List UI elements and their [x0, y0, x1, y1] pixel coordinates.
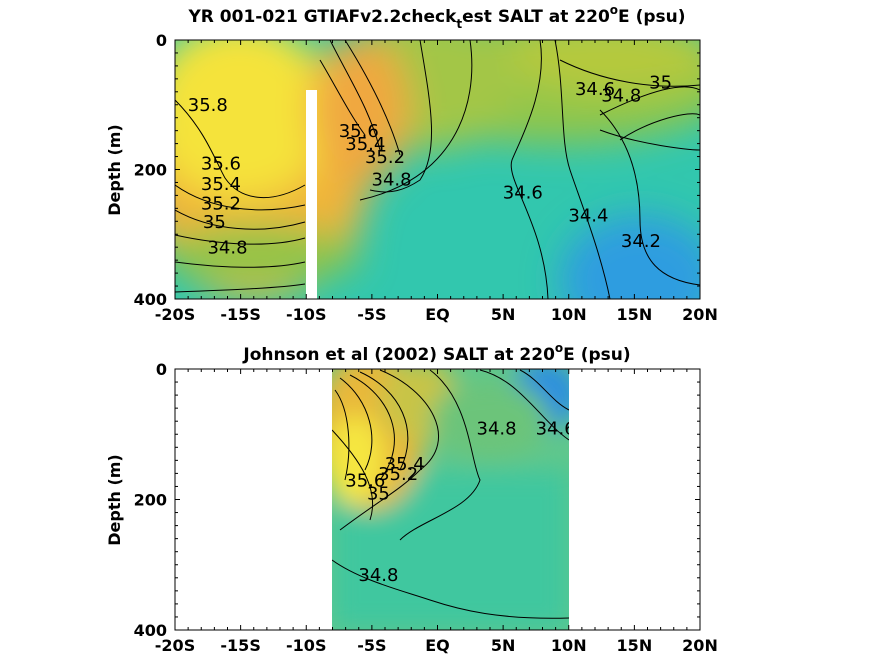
y-tick-label: 200 — [134, 161, 167, 180]
y-tick-label: 200 — [134, 491, 167, 510]
x-tick-label: -10S — [286, 305, 326, 324]
contour-label: 34.8 — [477, 418, 517, 439]
contour-label: 35 — [649, 73, 672, 94]
contour-label: 35.8 — [188, 95, 228, 116]
x-tick-label: 10N — [551, 305, 587, 324]
contour-label: 35.2 — [201, 194, 241, 215]
panel-bottom-contour-labels: 35.635.435.235 34.8 34.6 34.8 — [345, 418, 576, 586]
x-tick-label: 10N — [551, 636, 587, 655]
panel-bottom-ylabel: Depth (m) — [105, 454, 124, 546]
panel-top-ticks: -20S -15S -10S -5S EQ 5N 10N 15N 20N 0 200 400 — [134, 31, 718, 324]
panel-bottom-field: 35.635.435.235 34.8 34.6 34.8 — [332, 369, 576, 630]
contour-label: 34.8 — [358, 565, 398, 586]
contour-label: 34.6 — [503, 183, 543, 204]
contour-label: 35.6 — [339, 121, 379, 142]
x-tick-label: 5N — [491, 636, 516, 655]
contour-label: 34.2 — [621, 231, 661, 252]
y-tick-label: 0 — [156, 360, 167, 379]
contour-label: 35 — [367, 484, 390, 505]
contour-label: 35.4 — [201, 174, 241, 195]
panel-bottom: Johnson et al (2002) SALT at 220oE (psu) — [105, 341, 718, 655]
panel-bottom-ticks: -20S -15S -10S -5S EQ 5N 10N 15N 20N 0 200 400 — [134, 360, 718, 655]
contour-label: 34.8 — [372, 170, 412, 191]
contour-label: 35.6 — [201, 154, 241, 175]
contour-label: 34.6 — [575, 79, 615, 100]
x-tick-label: -5S — [357, 636, 386, 655]
contour-label: 34.8 — [601, 86, 641, 107]
panel-top-ylabel: Depth (m) — [105, 124, 124, 216]
x-tick-label: 15N — [617, 636, 653, 655]
panel-top-contour-labels: 35.835.635.435.23534.835.635.435.234.834… — [188, 73, 672, 259]
x-tick-label: -20S — [155, 636, 195, 655]
x-tick-label: -15S — [220, 636, 260, 655]
panel-top: YR 001-021 GTIAFv2.2checktest SALT at 22… — [105, 3, 718, 324]
x-tick-label: EQ — [425, 636, 450, 655]
contour-label: 34.8 — [207, 238, 247, 259]
x-tick-label: -5S — [357, 305, 386, 324]
y-tick-label: 400 — [134, 290, 167, 309]
contour-label: 34.4 — [568, 205, 608, 226]
x-tick-label: -20S — [155, 305, 195, 324]
x-tick-label: -10S — [286, 636, 326, 655]
contour-label: 35.6 — [345, 470, 385, 491]
x-tick-label: 15N — [617, 305, 653, 324]
contour-label: 34.6 — [536, 418, 576, 439]
y-tick-label: 0 — [156, 31, 167, 50]
x-tick-label: EQ — [425, 305, 450, 324]
contour-label: 35.4 — [385, 454, 425, 475]
x-tick-label: 20N — [682, 305, 718, 324]
y-tick-label: 400 — [134, 621, 167, 640]
contour-label: 35 — [203, 212, 226, 233]
x-tick-label: -15S — [220, 305, 260, 324]
x-tick-label: 5N — [491, 305, 516, 324]
contour-label: 35.2 — [378, 464, 418, 485]
panel-top-field: 35.835.635.435.23534.835.635.435.234.834… — [175, 40, 700, 299]
panel-bottom-title: Johnson et al (2002) SALT at 220oE (psu) — [242, 341, 630, 365]
contour-label: 35.2 — [365, 147, 405, 168]
x-tick-label: 20N — [682, 636, 718, 655]
panel-top-title: YR 001-021 GTIAFv2.2checktest SALT at 22… — [187, 3, 685, 31]
contour-label: 35.4 — [345, 134, 385, 155]
